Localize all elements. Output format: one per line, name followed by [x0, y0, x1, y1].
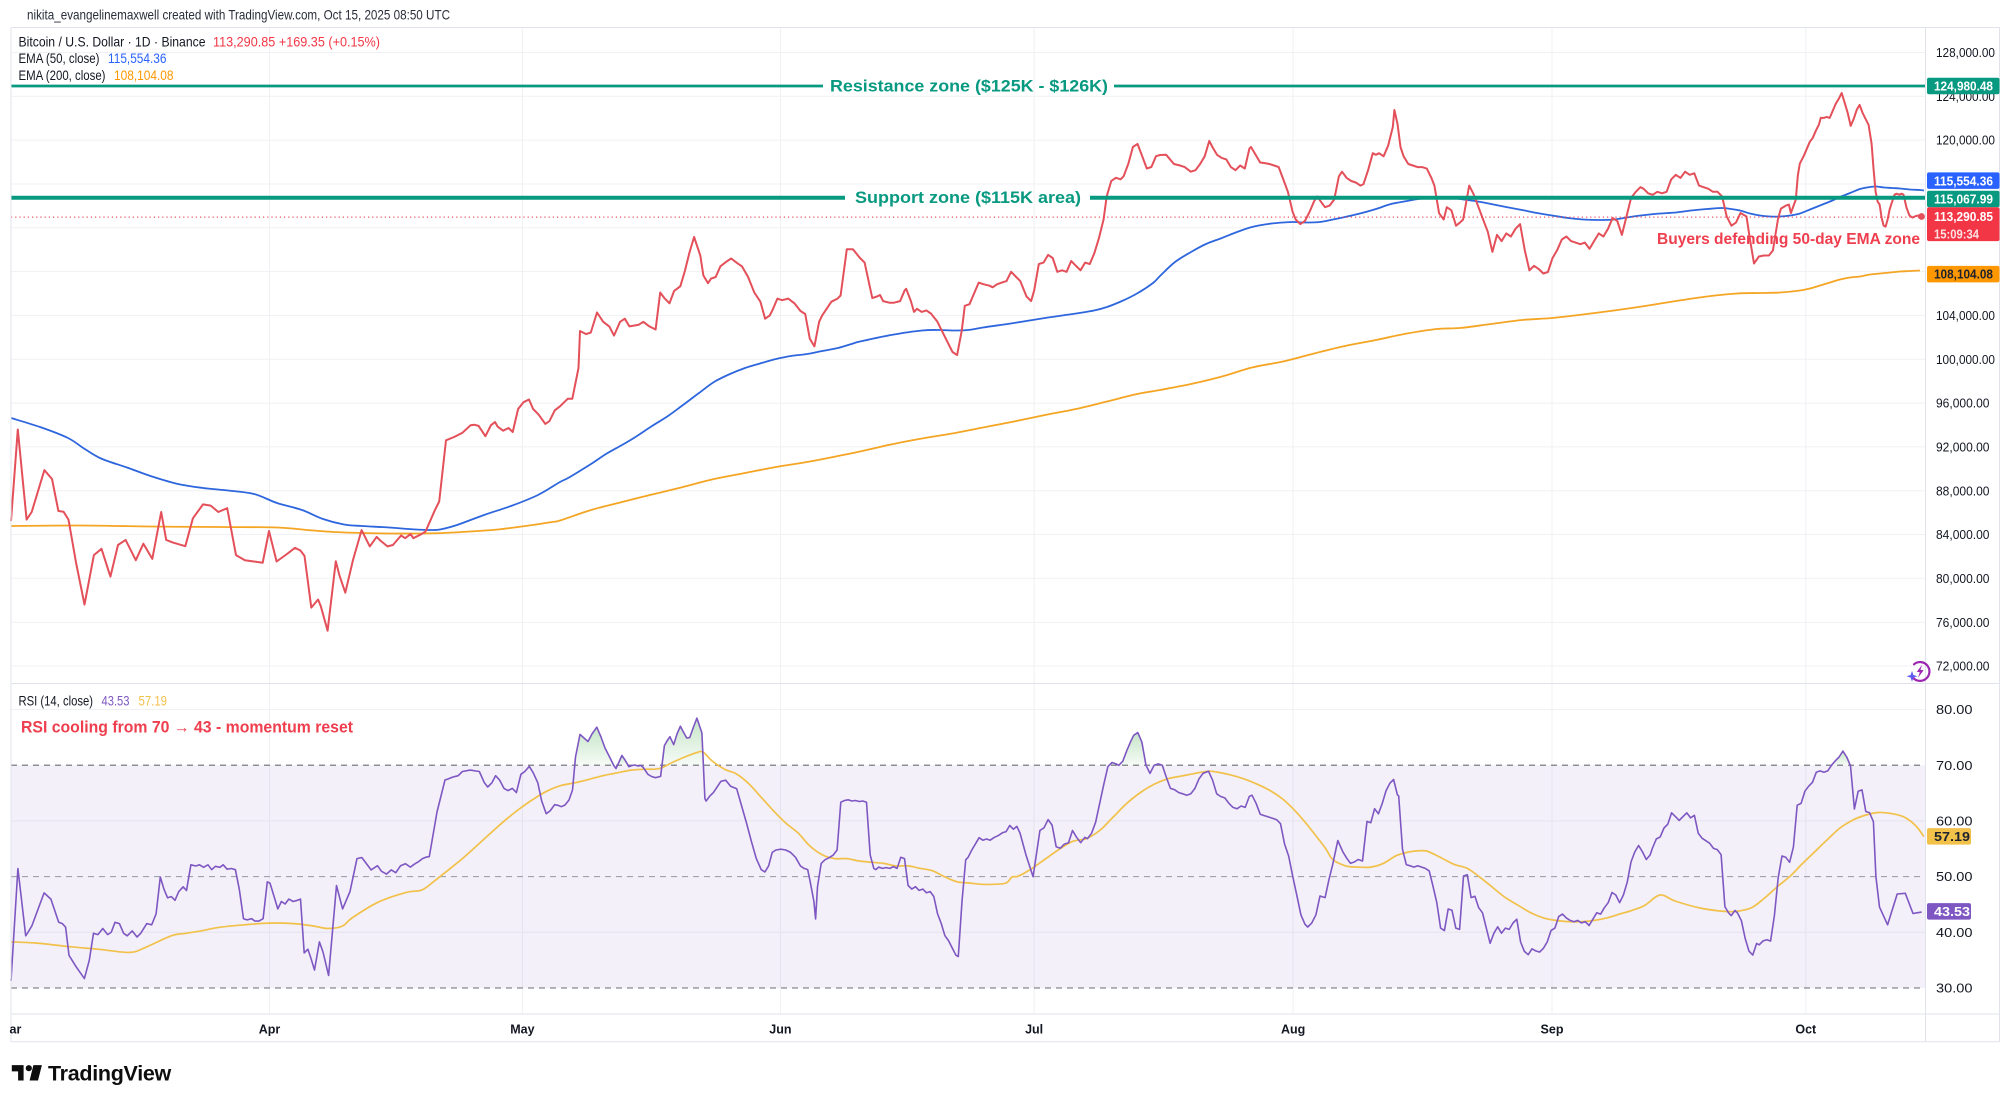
svg-text:May: May: [510, 1023, 534, 1037]
svg-text:Buyers defending 50-day EMA zo: Buyers defending 50-day EMA zone: [1657, 231, 1920, 248]
svg-text:Jul: Jul: [1025, 1023, 1043, 1037]
svg-text:43.53: 43.53: [102, 692, 130, 708]
svg-text:Jun: Jun: [769, 1023, 791, 1037]
svg-text:Resistance zone ($125K - $126K: Resistance zone ($125K - $126K): [830, 78, 1108, 96]
svg-text:108,104.08: 108,104.08: [114, 67, 174, 83]
svg-text:60.00: 60.00: [1936, 814, 1973, 829]
svg-text:Oct: Oct: [1795, 1023, 1817, 1037]
svg-text:100,000.00: 100,000.00: [1936, 352, 1995, 367]
svg-text:113,290.85: 113,290.85: [1934, 209, 1993, 224]
svg-text:nikita_evangelinemaxwell creat: nikita_evangelinemaxwell created with Tr…: [27, 7, 450, 23]
svg-text:70.00: 70.00: [1936, 758, 1973, 773]
svg-text:EMA (50, close): EMA (50, close): [19, 50, 100, 66]
svg-text:128,000.00: 128,000.00: [1936, 45, 1995, 60]
svg-text:43.53: 43.53: [1934, 904, 1970, 919]
svg-text:TradingView: TradingView: [48, 1062, 172, 1086]
svg-text:57.19: 57.19: [1934, 829, 1970, 844]
svg-text:104,000.00: 104,000.00: [1936, 308, 1995, 323]
svg-text:30.00: 30.00: [1936, 981, 1973, 996]
svg-text:120,000.00: 120,000.00: [1936, 133, 1995, 148]
svg-text:76,000.00: 76,000.00: [1936, 615, 1990, 630]
svg-text:50.00: 50.00: [1936, 869, 1973, 884]
svg-text:84,000.00: 84,000.00: [1936, 527, 1990, 542]
svg-text:108,104.08: 108,104.08: [1934, 267, 1993, 282]
svg-text:72,000.00: 72,000.00: [1936, 659, 1990, 674]
svg-text:EMA (200, close): EMA (200, close): [19, 67, 106, 83]
svg-text:RSI cooling from 70 → 43 - mom: RSI cooling from 70 → 43 - momentum rese…: [21, 718, 353, 736]
svg-text:96,000.00: 96,000.00: [1936, 396, 1990, 411]
svg-text:Apr: Apr: [259, 1023, 281, 1037]
svg-text:RSI (14, close): RSI (14, close): [19, 692, 94, 708]
svg-text:Aug: Aug: [1281, 1023, 1305, 1037]
svg-text:Sep: Sep: [1541, 1023, 1564, 1037]
svg-text:80.00: 80.00: [1936, 702, 1973, 717]
svg-text:40.00: 40.00: [1936, 925, 1973, 940]
svg-text:80,000.00: 80,000.00: [1936, 571, 1990, 586]
svg-text:115,067.99: 115,067.99: [1934, 192, 1993, 207]
svg-text:15:09:34: 15:09:34: [1934, 227, 1980, 242]
svg-text:ar: ar: [10, 1023, 22, 1037]
svg-text:Support zone ($115K area): Support zone ($115K area): [855, 189, 1081, 207]
svg-text:124,980.48: 124,980.48: [1934, 79, 1993, 94]
svg-text:Bitcoin / U.S. Dollar · 1D · B: Bitcoin / U.S. Dollar · 1D · Binance: [19, 34, 206, 50]
svg-text:115,554.36: 115,554.36: [1934, 173, 1993, 188]
svg-text:57.19: 57.19: [139, 692, 168, 708]
svg-text:92,000.00: 92,000.00: [1936, 440, 1990, 455]
svg-text:113,290.85 +169.35 (+0.15%): 113,290.85 +169.35 (+0.15%): [213, 34, 380, 50]
svg-text:115,554.36: 115,554.36: [108, 50, 167, 66]
svg-text:88,000.00: 88,000.00: [1936, 483, 1990, 498]
